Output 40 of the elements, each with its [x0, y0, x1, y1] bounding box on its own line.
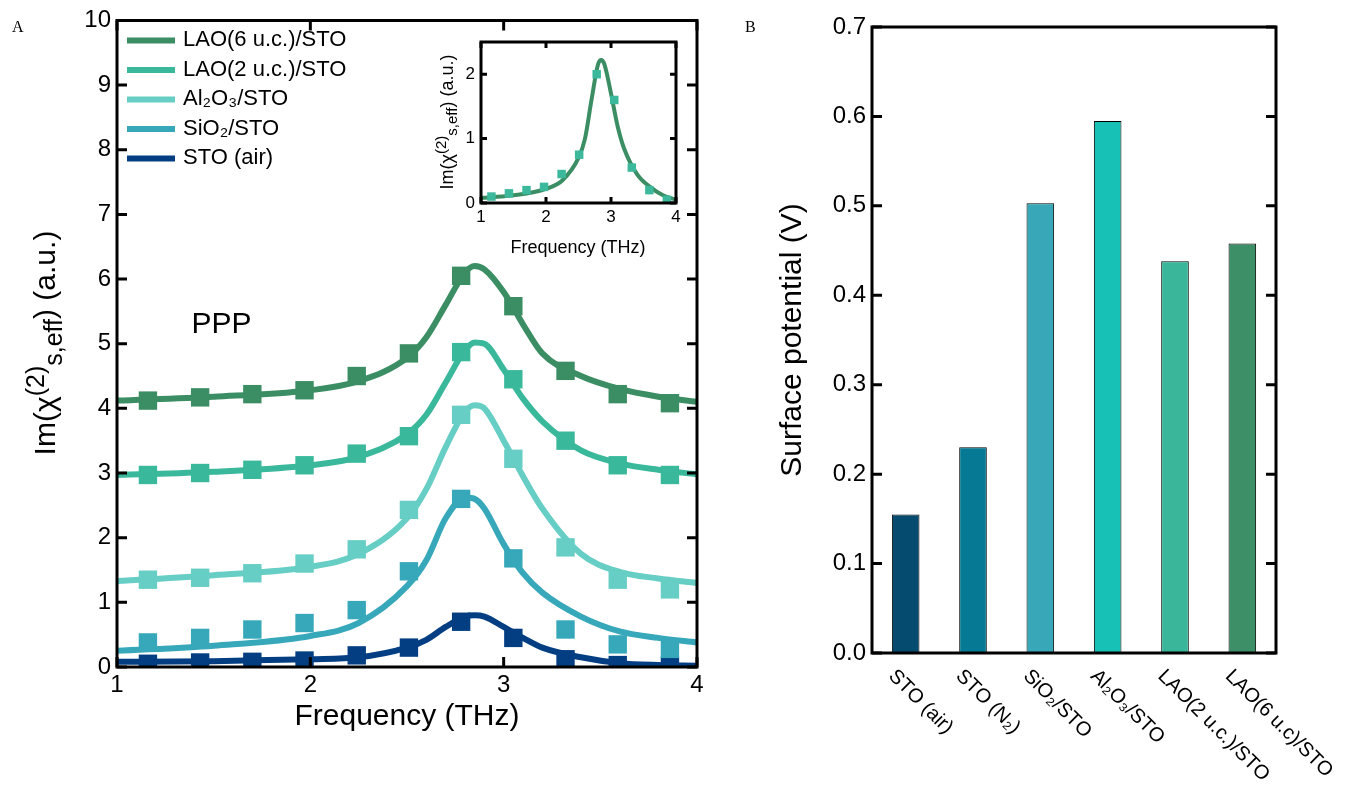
- x-tick-label: 2: [303, 670, 318, 698]
- legend-label: STO (air): [183, 144, 274, 170]
- y-tick-label: 0.4: [832, 279, 866, 307]
- y-tick-label: 10: [84, 5, 111, 33]
- y-tick-label: 0: [97, 651, 111, 679]
- y-tick-label: 8: [97, 134, 111, 162]
- y-tick-label: 0.2: [832, 458, 866, 486]
- text: B: [745, 18, 756, 36]
- x-tick-label: 3: [496, 670, 511, 698]
- y-tick-label: 1: [97, 586, 111, 614]
- text: A: [12, 18, 24, 36]
- y-tick-label: 4: [97, 392, 111, 420]
- y-tick-label: 0.3: [832, 369, 866, 397]
- y-tick-label: 3: [97, 457, 111, 485]
- x-tick-label: 4: [690, 670, 704, 698]
- legend-label: LAO(6 u.c.)/STO: [183, 26, 347, 52]
- y-tick-label: 0.6: [832, 101, 866, 129]
- y-tick-label: 0.0: [832, 637, 866, 665]
- y-tick-label: 1: [465, 128, 475, 148]
- y-axis-title: Surface potential (V): [774, 203, 808, 477]
- y-tick-label: 2: [97, 522, 111, 550]
- x-tick-label: 3: [606, 206, 616, 226]
- y-tick-label: 2: [465, 63, 475, 83]
- legend-label: SiO₂/STO: [183, 114, 280, 140]
- x-axis-title: Frequency (THz): [510, 237, 646, 259]
- y-tick-label: 0.1: [832, 548, 866, 576]
- legend-label: LAO(2 u.c.)/STO: [183, 55, 347, 81]
- x-tick-label: STO (N₂): [952, 664, 1026, 738]
- y-tick-label: 0.7: [832, 11, 866, 39]
- y-tick-label: 9: [97, 69, 111, 97]
- annotation: PPP: [191, 305, 252, 339]
- y-tick-label: 0: [465, 192, 475, 212]
- y-tick-label: 0.5: [832, 190, 866, 218]
- x-axis-title: Frequency (THz): [294, 698, 520, 732]
- y-tick-label: 6: [97, 263, 111, 291]
- x-tick-label: 2: [541, 206, 551, 226]
- legend-label: Al₂O₃/STO: [183, 85, 289, 111]
- y-tick-label: 7: [97, 199, 111, 227]
- x-tick-label: 4: [671, 206, 681, 226]
- y-tick-label: 5: [97, 328, 111, 356]
